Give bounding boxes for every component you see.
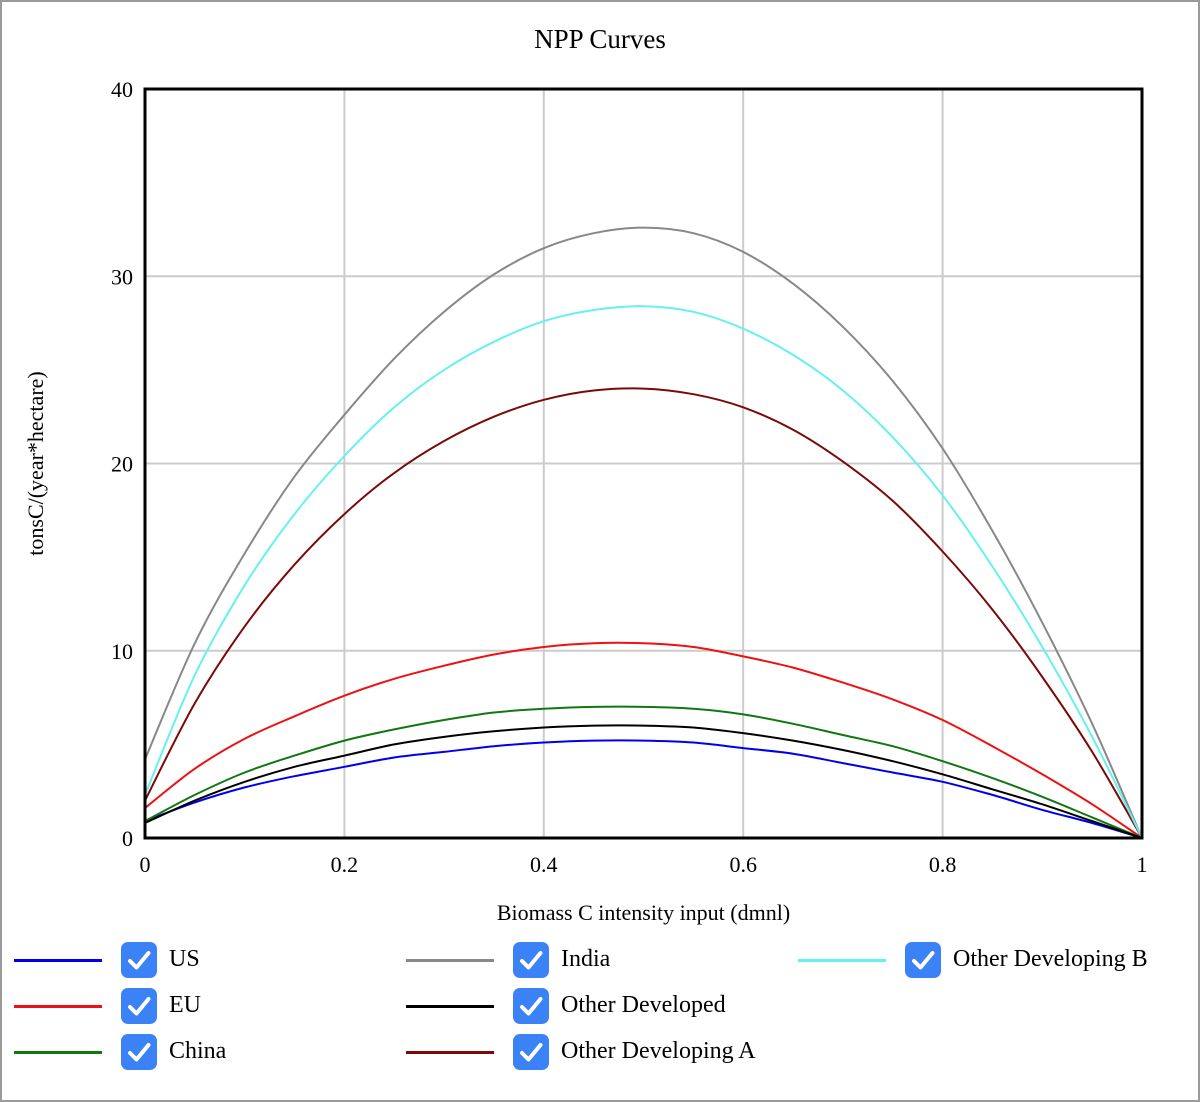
legend-checkbox-other-developing-b[interactable] xyxy=(905,942,941,978)
checkmark-icon xyxy=(520,997,543,1016)
series-line-other-developed xyxy=(144,724,1143,839)
legend-item-india: India xyxy=(406,940,796,980)
chart-title: NPP Curves xyxy=(534,24,666,54)
plot-border xyxy=(143,87,1144,840)
legend-label-other-developing-b: Other Developing B xyxy=(953,946,1148,972)
legend-checkbox-other-developed[interactable] xyxy=(513,988,549,1024)
legend-checkbox-eu[interactable] xyxy=(121,988,157,1024)
y-tick-label: 10 xyxy=(111,639,133,664)
legend-swatch-other-developing-a xyxy=(406,1051,494,1054)
series-line-us xyxy=(144,739,1143,839)
series-line-eu xyxy=(144,641,1143,839)
checkmark-icon xyxy=(128,951,151,970)
series-line-china xyxy=(144,705,1143,839)
legend-swatch-india xyxy=(406,959,494,962)
legend-label-eu: EU xyxy=(169,992,201,1018)
legend-item-eu: EU xyxy=(14,986,404,1026)
y-tick-label: 20 xyxy=(111,452,133,477)
y-tick-label: 30 xyxy=(111,264,133,289)
legend-item-us: US xyxy=(14,940,404,980)
y-tick-label: 0 xyxy=(122,826,133,851)
legend-checkbox-india[interactable] xyxy=(513,942,549,978)
series-line-india xyxy=(144,226,1143,839)
x-tick-label: 0.6 xyxy=(729,852,757,877)
legend-label-other-developing-a: Other Developing A xyxy=(561,1038,756,1064)
legend-checkbox-china[interactable] xyxy=(121,1034,157,1070)
legend-swatch-other-developed xyxy=(406,1005,494,1008)
x-tick-label: 1 xyxy=(1137,852,1148,877)
y-tick-label: 40 xyxy=(111,77,133,102)
legend-label-china: China xyxy=(169,1038,227,1064)
legend-swatch-eu xyxy=(14,1005,102,1008)
legend-item-other-developing-a: Other Developing A xyxy=(406,1032,796,1072)
legend-label-us: US xyxy=(169,946,200,972)
legend-checkbox-us[interactable] xyxy=(121,942,157,978)
legend-item-china: China xyxy=(14,1032,404,1072)
legend-swatch-other-developing-b xyxy=(798,959,886,962)
x-tick-label: 0 xyxy=(140,852,151,877)
checkmark-icon xyxy=(912,951,935,970)
series-line-other-developing-a xyxy=(144,387,1143,839)
legend-item-other-developing-b: Other Developing B xyxy=(798,940,1188,980)
checkmark-icon xyxy=(128,997,151,1016)
legend-checkbox-other-developing-a[interactable] xyxy=(513,1034,549,1070)
legend-label-other-developed: Other Developed xyxy=(561,992,726,1018)
legend-label-india: India xyxy=(561,946,611,972)
legend-item-other-developed: Other Developed xyxy=(406,986,796,1026)
x-axis-label: Biomass C intensity input (dmnl) xyxy=(497,900,790,925)
x-tick-label: 0.8 xyxy=(929,852,957,877)
checkmark-icon xyxy=(128,1043,151,1062)
legend-swatch-us xyxy=(14,959,102,962)
checkmark-icon xyxy=(520,951,543,970)
x-tick-label: 0.2 xyxy=(331,852,359,877)
legend-swatch-china xyxy=(14,1051,102,1054)
series-line-other-developing-b xyxy=(144,305,1143,839)
checkmark-icon xyxy=(520,1043,543,1062)
x-tick-label: 0.4 xyxy=(530,852,558,877)
y-axis-label: tonsC/(year*hectare) xyxy=(23,371,48,555)
